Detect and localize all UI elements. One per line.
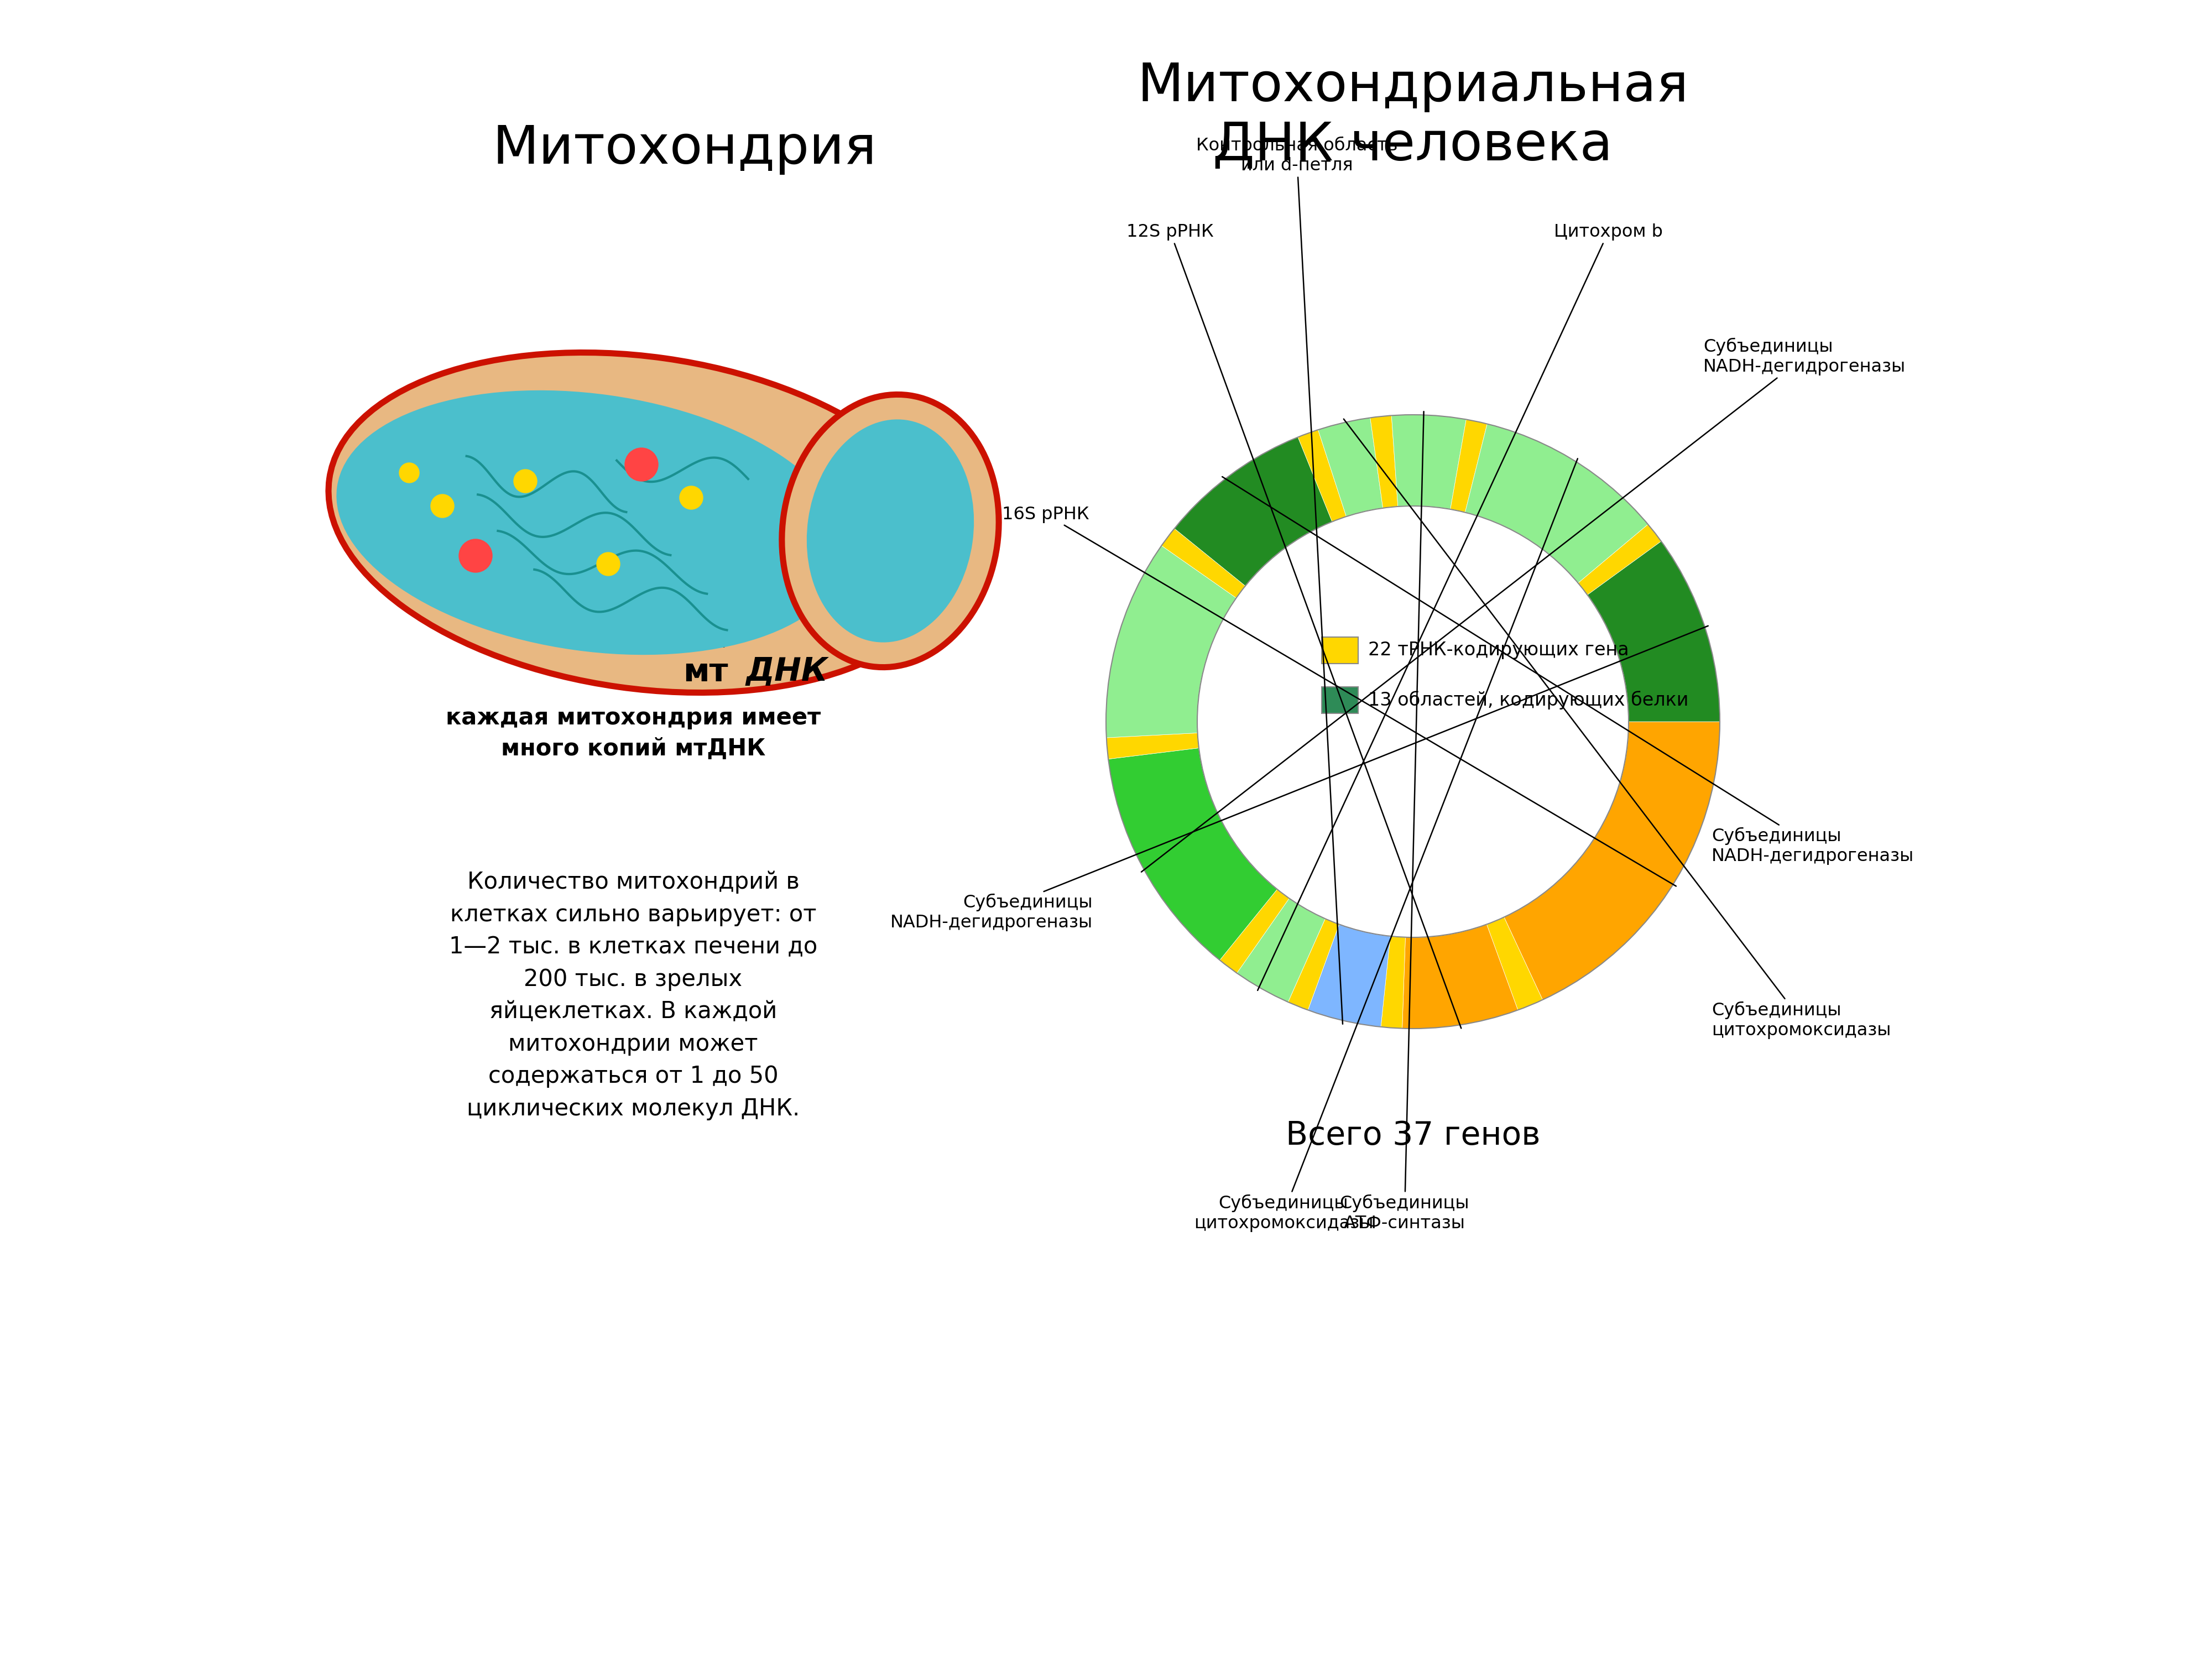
Wedge shape [1577,524,1661,596]
Circle shape [626,448,659,481]
Circle shape [513,469,538,493]
Wedge shape [1486,917,1542,1010]
Text: мт: мт [684,657,728,687]
Circle shape [398,463,420,483]
FancyBboxPatch shape [1323,687,1358,713]
Wedge shape [1298,430,1347,521]
Wedge shape [1402,924,1517,1029]
Wedge shape [1175,436,1332,586]
Wedge shape [1369,415,1398,508]
Circle shape [597,552,619,576]
Text: Контрольная область
или d-петля: Контрольная область или d-петля [1197,136,1398,1024]
Circle shape [431,494,453,518]
FancyBboxPatch shape [1323,637,1358,664]
Text: Субъединицы
NADH-дегидрогеназы: Субъединицы NADH-дегидрогеназы [889,625,1708,931]
Ellipse shape [336,390,847,655]
Wedge shape [1504,722,1721,1000]
Wedge shape [1219,889,1290,974]
Wedge shape [1380,936,1405,1029]
Circle shape [1197,506,1628,937]
Wedge shape [1318,418,1383,516]
Text: ДНК: ДНК [745,657,827,687]
Wedge shape [1237,898,1325,1002]
Ellipse shape [807,420,973,642]
Wedge shape [1106,546,1237,738]
Text: 22 тРНК-кодирующих гена: 22 тРНК-кодирующих гена [1367,642,1628,660]
Text: каждая митохондрия имеет
много копий мтДНК: каждая митохондрия имеет много копий мтД… [445,707,821,760]
Text: Субъединицы
АТФ-синтазы: Субъединицы АТФ-синтазы [1340,411,1469,1233]
Text: Субъединицы
цитохромоксидазы: Субъединицы цитохромоксидазы [1343,420,1891,1039]
Text: Митохондриальная
ДНК человека: Митохондриальная ДНК человека [1137,61,1688,171]
Wedge shape [1161,529,1245,597]
Text: Количество митохондрий в
клетках сильно варьирует: от
1—2 тыс. в клетках печени : Количество митохондрий в клетках сильно … [449,871,818,1120]
Text: 16S рРНК: 16S рРНК [1002,506,1677,886]
Text: 12S рРНК: 12S рРНК [1126,224,1462,1029]
Circle shape [679,486,703,509]
Wedge shape [1108,748,1276,961]
Wedge shape [1106,733,1199,760]
Text: Митохондрия: Митохондрия [491,124,876,176]
Wedge shape [1287,919,1338,1010]
Wedge shape [1307,924,1391,1027]
Wedge shape [1464,423,1648,582]
Text: Субъединицы
цитохромоксидазы: Субъединицы цитохромоксидазы [1194,458,1577,1233]
Text: Субъединицы
NADH-дегидрогеназы: Субъединицы NADH-дегидрогеназы [1141,338,1907,873]
Wedge shape [1588,541,1721,722]
Wedge shape [1451,420,1486,513]
Text: Цитохром b: Цитохром b [1259,224,1663,990]
Ellipse shape [781,395,1000,667]
Wedge shape [1391,415,1467,509]
Ellipse shape [330,353,953,692]
Text: 13 областей, кодирующих белки: 13 областей, кодирующих белки [1367,690,1688,710]
Circle shape [460,539,491,572]
Text: Всего 37 генов: Всего 37 генов [1285,1120,1540,1151]
Text: Субъединицы
NADH-дегидрогеназы: Субъединицы NADH-дегидрогеназы [1223,476,1913,864]
